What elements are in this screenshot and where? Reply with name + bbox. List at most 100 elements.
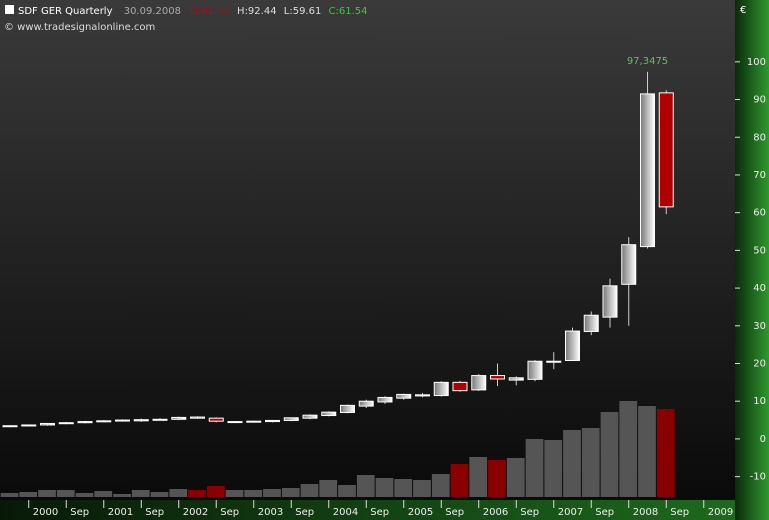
candle-body — [527, 360, 543, 380]
x-tick-label: Sep — [145, 507, 164, 518]
candle-body — [152, 418, 168, 421]
volume-bar — [300, 484, 319, 497]
y-tick-label: 100 — [747, 57, 766, 68]
volume-bar — [56, 490, 75, 497]
x-tick-label: 2005 — [408, 507, 433, 518]
candle-body — [583, 314, 599, 332]
volume-bar — [244, 490, 263, 497]
volume-bar — [413, 480, 431, 497]
candle-body — [246, 420, 262, 423]
currency: € — [740, 5, 746, 16]
x-tick-label: Sep — [670, 507, 689, 518]
date: 30.09.2008 — [124, 6, 181, 17]
high-label: H:92.44 — [237, 6, 277, 17]
volume-bar — [38, 490, 56, 497]
candle-body — [358, 400, 374, 407]
candle-body — [546, 360, 562, 363]
candle-body — [508, 377, 524, 381]
candle-body — [21, 424, 37, 427]
volume-bar — [188, 490, 206, 497]
x-tick-label: 2004 — [333, 507, 358, 518]
x-tick-label: Sep — [295, 507, 314, 518]
candle-body — [77, 421, 93, 424]
candle-body — [208, 417, 224, 422]
candle-body — [40, 422, 55, 426]
candle-body — [321, 411, 337, 417]
candle-body — [58, 422, 74, 425]
volume-bar — [488, 460, 506, 497]
candle-body — [133, 419, 149, 422]
x-tick-label: 2008 — [633, 507, 658, 518]
volume-bar — [0, 493, 19, 497]
candle-body — [658, 92, 674, 208]
volume-bar — [619, 401, 638, 497]
candle-body — [190, 416, 205, 419]
volume-bar — [356, 475, 375, 497]
candle-body — [640, 93, 655, 248]
volume-bar — [638, 406, 656, 497]
x-tick-label: 2001 — [108, 507, 133, 518]
volume-bar — [544, 440, 563, 497]
open-label: O:91.77 — [190, 6, 230, 17]
symbol-icon — [5, 5, 14, 14]
y-tick-label: 30 — [753, 321, 766, 332]
x-tick-label: 2003 — [258, 507, 283, 518]
volume-bar — [19, 492, 38, 497]
y-tick-label: 80 — [753, 132, 766, 143]
volume-bar — [375, 478, 394, 497]
x-tick-label: 2009 — [708, 507, 733, 518]
volume-bar — [394, 479, 413, 497]
volume-bar — [581, 428, 600, 497]
candle-body — [602, 285, 618, 318]
volume-bar — [131, 490, 150, 497]
y-tick-label: 10 — [753, 396, 766, 407]
candle-body — [621, 244, 637, 285]
x-tick-label: 2007 — [558, 507, 583, 518]
volume-bar — [94, 491, 113, 497]
volume-bar — [263, 489, 281, 497]
candle-body — [565, 330, 580, 361]
x-tick-label: Sep — [445, 507, 464, 518]
volume-bar — [75, 493, 94, 497]
candle-body — [340, 404, 355, 414]
volume-bar — [206, 486, 225, 497]
volume-bar — [656, 409, 675, 497]
x-tick-label: Sep — [520, 507, 539, 518]
x-tick-label: 2006 — [483, 507, 508, 518]
x-tick-label: Sep — [595, 507, 614, 518]
candle-body — [2, 425, 18, 428]
x-tick-label: 2000 — [33, 507, 58, 518]
x-tick-label: Sep — [70, 507, 89, 518]
close-label: C:61.54 — [329, 6, 368, 17]
copyright: © www.tradesignalonline.com — [4, 22, 155, 33]
candle-body — [227, 421, 243, 424]
volume-bar — [225, 490, 244, 497]
candle-body — [171, 416, 187, 420]
x-axis-background — [0, 500, 735, 520]
candle-body — [377, 396, 393, 403]
volume-bar — [563, 430, 581, 497]
low-label: L:59.61 — [284, 6, 322, 17]
candle-body — [452, 381, 468, 392]
y-tick-label: 70 — [753, 170, 766, 181]
candle-body — [396, 393, 412, 399]
x-tick-label: Sep — [370, 507, 389, 518]
volume-bar — [469, 457, 488, 497]
y-tick-label: 50 — [753, 245, 766, 256]
volume-bar — [450, 464, 469, 497]
candle-body — [490, 375, 505, 380]
x-tick-label: Sep — [220, 507, 239, 518]
volume-bar — [431, 474, 450, 497]
candle-body — [471, 375, 487, 391]
volume-bar — [319, 480, 338, 497]
volume-bar — [113, 494, 131, 497]
annotation: 97,3475 — [627, 56, 668, 67]
x-tick-label: 2002 — [183, 507, 208, 518]
volume-bar — [600, 412, 619, 497]
candle-body — [265, 419, 280, 423]
candle-body — [302, 414, 318, 419]
volume-bar — [506, 458, 525, 497]
volume-bar — [525, 439, 544, 497]
y-axis-background — [735, 0, 769, 520]
